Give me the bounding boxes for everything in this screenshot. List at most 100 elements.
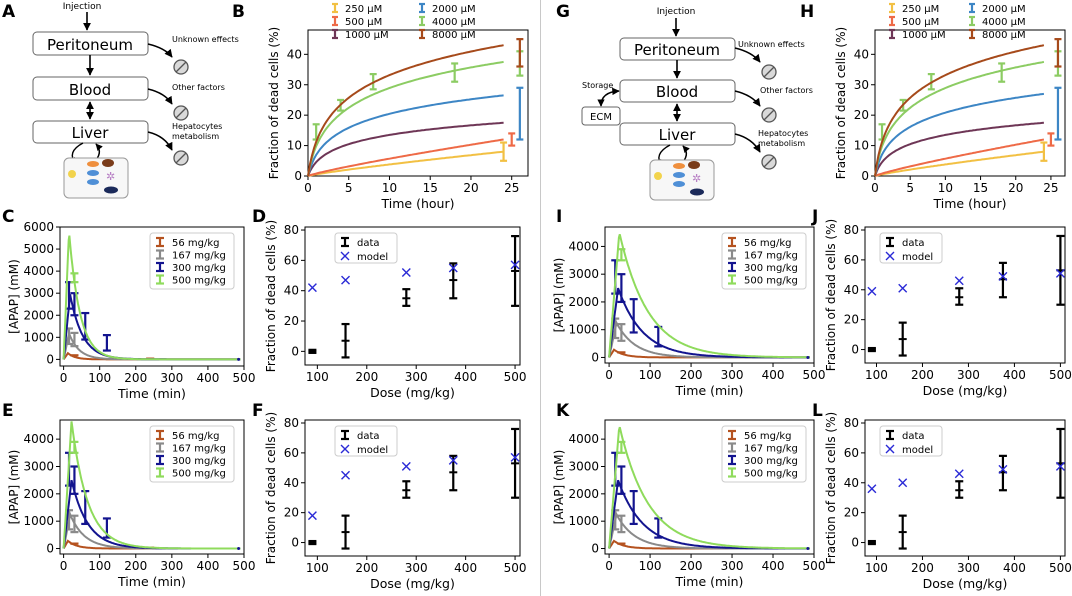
chart-j-legend-data-label: data: [902, 238, 925, 249]
chart-d-legend-model-marker: [340, 251, 350, 261]
chart-c-end-point: [237, 357, 241, 361]
diagram-a-liver-label: Liver: [72, 124, 110, 142]
chart-f-model-point: [307, 511, 317, 521]
chart-h-ytick-label: 40: [854, 47, 869, 61]
chart-c-legend-frame: [149, 232, 235, 290]
panel-letter-b: B: [232, 2, 245, 22]
chart-d-ytick-label: 80: [284, 223, 299, 237]
chart-i-xtick-label: 500: [803, 368, 826, 382]
chart-c-ytick-label: 5000: [23, 242, 54, 256]
chart-h-legend-label: 2000 μM: [982, 4, 1026, 15]
chart-f-xlabel: Dose (mg/kg): [370, 576, 455, 591]
chart-i-ytick-label: 3000: [568, 267, 599, 281]
chart-k-xtick-label: 500: [803, 559, 826, 573]
chart-i-xtick-label: 0: [605, 368, 613, 382]
diagram-a-blood-label: Blood: [69, 81, 111, 99]
chart-e-xtick-label: 200: [124, 559, 147, 573]
chart-h-series-line: [874, 44, 1045, 177]
chart-h-ytick-label: 30: [854, 78, 869, 92]
chart-i-xtick-label: 300: [721, 368, 744, 382]
chart-i-ytick-label: 0: [591, 350, 599, 364]
diagram-g-arrow-storage: [597, 87, 620, 107]
chart-k-ylabel: [APAP] (mM): [552, 450, 566, 525]
chart-c-legend-label: 56 mg/kg: [172, 238, 220, 249]
diagram-g-arrow-hepatocytes: [734, 133, 761, 153]
chart-l-legend-data-label: data: [902, 431, 925, 442]
chart-k-end-point: [806, 547, 810, 551]
chart-b-legend-label: 4000 μM: [432, 17, 476, 28]
chart-f-ytick-label: 60: [284, 446, 299, 460]
chart-j-ytick-label: 80: [844, 223, 859, 237]
diagram-a-arrow-unknown: [147, 43, 173, 58]
chart-d-ytick-label: 0: [291, 344, 299, 358]
chart-i-series-line: [608, 234, 810, 359]
chart-l-legend-frame: [879, 425, 943, 457]
chart-l-ytick-label: 20: [844, 506, 859, 520]
chart-c-xtick-label: 300: [160, 371, 183, 385]
diagram-a-hepatocyte-cell-icon: ✲: [63, 157, 129, 199]
chart-b-xtick-label: 10: [382, 181, 397, 195]
chart-c-ytick-label: 6000: [23, 220, 54, 234]
chart-f-xtick-label: 300: [405, 561, 428, 575]
chart-e: 0 100 200 300 400 500 0 1000 2000 3000 4000 Time (m…: [7, 419, 255, 589]
chart-h-legend-label: 8000 μM: [982, 30, 1026, 41]
chart-f-ytick-label: 20: [284, 506, 299, 520]
chart-k-ytick-label: 2000: [568, 487, 599, 501]
chart-e-ytick-label: 0: [46, 542, 54, 556]
chart-b-legend-label: 500 μM: [345, 17, 382, 28]
chart-k-legend-label: 500 mg/kg: [744, 469, 798, 480]
chart-c-ytick-label: 0: [46, 352, 54, 366]
chart-l-xtick-label: 400: [1003, 561, 1026, 575]
chart-k-xtick-label: 300: [721, 559, 744, 573]
diagram-g-other-label: Other factors: [760, 86, 813, 95]
chart-k-legend-label: 167 mg/kg: [744, 444, 798, 455]
chart-f-xtick-label: 500: [504, 561, 527, 575]
chart-j-legend-frame: [879, 232, 943, 264]
chart-e-series-line: [62, 479, 241, 550]
chart-b-series-line: [307, 138, 504, 177]
chart-b-legend-label: 250 μM: [345, 4, 382, 15]
chart-h-series-line: [874, 60, 1045, 177]
chart-d-legend-frame: [334, 232, 398, 264]
chart-f-xtick-label: 200: [355, 561, 378, 575]
chart-j-model-point: [954, 276, 964, 286]
chart-h-xtick-label: 15: [973, 181, 988, 195]
chart-l-xtick-label: 100: [865, 561, 888, 575]
chart-e-ytick-label: 3000: [23, 459, 54, 473]
chart-k-xlabel: Time (min): [675, 574, 744, 589]
chart-h-xtick-label: 5: [906, 181, 914, 195]
chart-e-xtick-label: 100: [88, 559, 111, 573]
diagram-g-injection-label: Injection: [657, 7, 696, 17]
chart-k-xtick-label: 200: [680, 559, 703, 573]
chart-i-xlabel: Time (min): [675, 383, 744, 398]
chart-f-model-point: [401, 461, 411, 471]
chart-i-xtick-label: 400: [762, 368, 785, 382]
chart-j-ytick-label: 20: [844, 313, 859, 327]
chart-j-axes-frame: [864, 226, 1066, 364]
chart-k: 0 100 200 300 400 500 0 1000 2000 3000 4000 Time (m…: [552, 419, 826, 589]
panel-letter-e: E: [2, 401, 14, 421]
svg-text:✲: ✲: [106, 170, 115, 183]
chart-c-series-line: [62, 294, 241, 361]
chart-e-legend-label: 56 mg/kg: [172, 431, 220, 442]
chart-f-model-point: [510, 452, 520, 462]
chart-d-model-point: [401, 268, 411, 277]
diagram-a-injection-label: Injection: [63, 2, 102, 12]
chart-e-legend-label: 167 mg/kg: [172, 444, 226, 455]
chart-b-ylabel: Fraction of dead cells (%): [267, 27, 281, 179]
chart-j-model-point: [867, 286, 877, 296]
diagram-g-peritoneum-label: Peritoneum: [634, 41, 720, 59]
panel-letter-c: C: [2, 207, 14, 227]
chart-b-series-line: [307, 60, 504, 177]
chart-h-xtick-label: 0: [871, 181, 879, 195]
chart-b-xtick-label: 25: [504, 181, 519, 195]
chart-h-ylabel: Fraction of dead cells (%): [834, 27, 848, 179]
chart-k-legend-frame: [721, 425, 807, 483]
chart-l-ylabel: Fraction of dead cells (%): [824, 412, 838, 564]
chart-l-xlabel: Dose (mg/kg): [923, 576, 1008, 591]
chart-f-legend-frame: [334, 425, 398, 457]
chart-c-legend-label: 500 mg/kg: [172, 276, 226, 287]
chart-i-legend-label: 300 mg/kg: [744, 263, 798, 274]
chart-h-series-line: [874, 150, 1045, 177]
chart-d-ytick-label: 40: [284, 284, 299, 298]
